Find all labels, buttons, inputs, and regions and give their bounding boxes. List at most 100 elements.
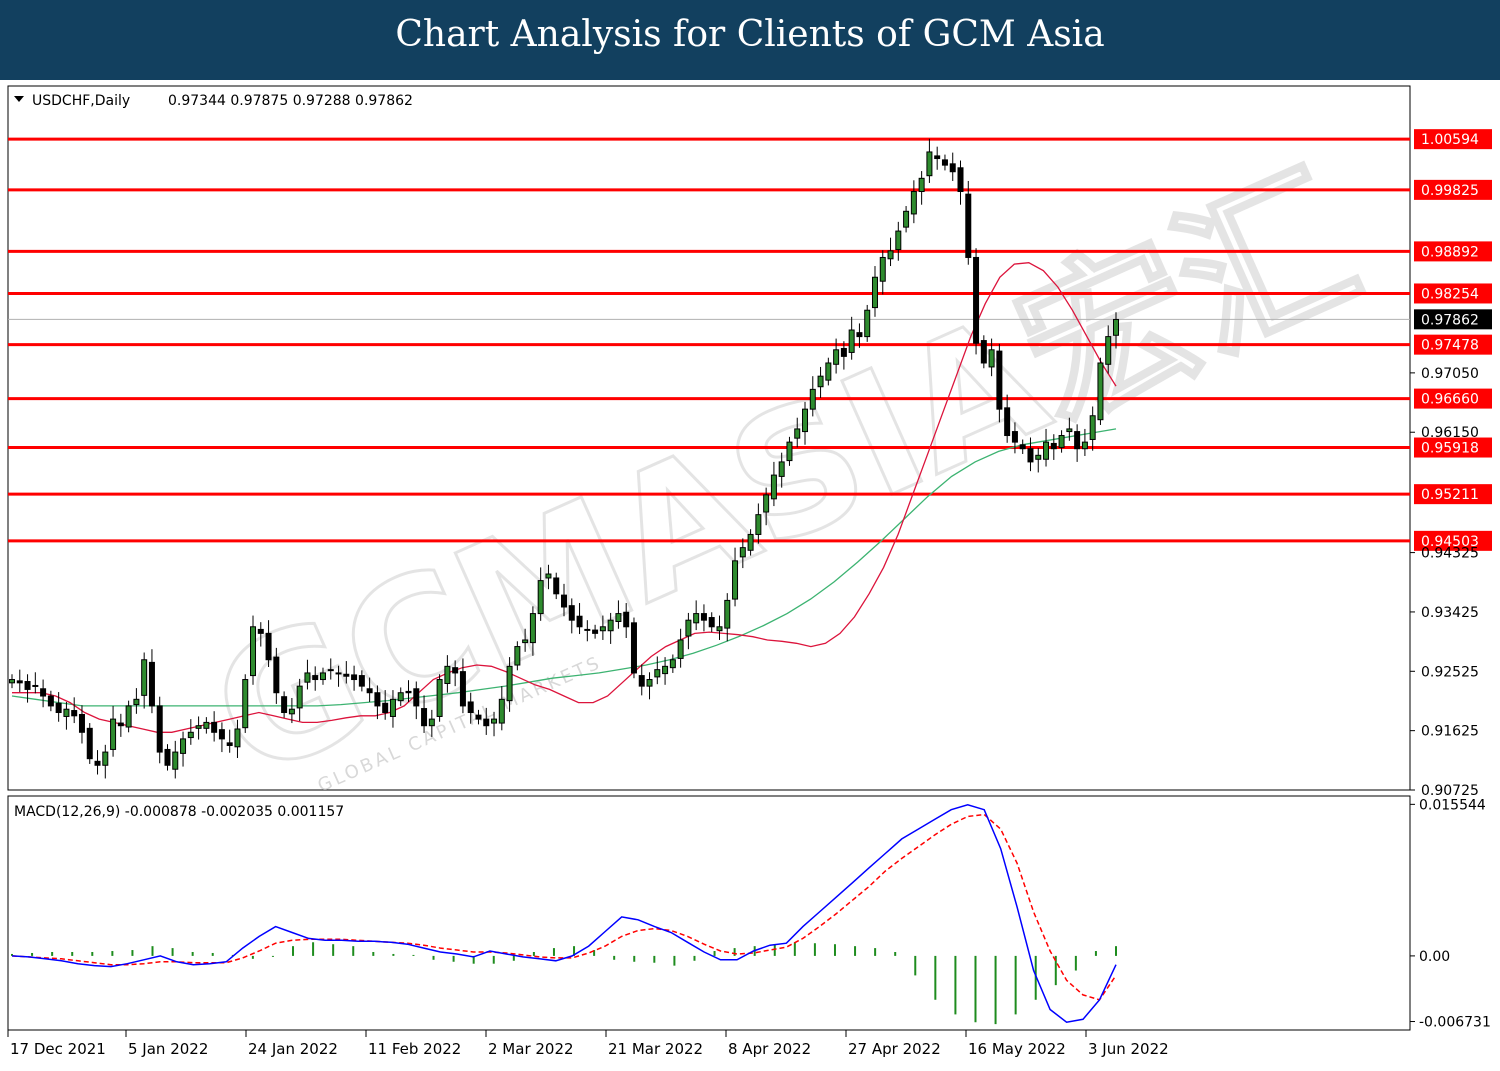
- candle: [1043, 428, 1050, 467]
- candle-body-up: [110, 718, 117, 750]
- candle-body-down: [840, 347, 847, 357]
- candle-body-up: [319, 672, 326, 681]
- candle: [732, 547, 739, 607]
- candle: [669, 654, 676, 673]
- candle: [195, 716, 202, 740]
- candle-body-up: [187, 731, 194, 739]
- candle-body-up: [514, 646, 521, 666]
- x-tick-label: 2 Mar 2022: [488, 1040, 574, 1058]
- candle: [506, 657, 513, 712]
- candle: [47, 690, 54, 712]
- candle: [335, 665, 342, 687]
- candle: [55, 692, 62, 722]
- candle-body-up: [755, 514, 762, 535]
- y-tick-label: 0.96150: [1421, 425, 1479, 441]
- candle-body-up: [724, 599, 731, 629]
- candle: [1027, 437, 1034, 472]
- candle-body-up: [1058, 435, 1065, 448]
- candle-body-up: [335, 672, 342, 675]
- candle-body-down: [561, 594, 567, 608]
- candle: [615, 600, 622, 629]
- candle-body-down: [996, 350, 1003, 410]
- candle-body-up: [444, 665, 451, 684]
- candle: [638, 664, 645, 696]
- candle-body-up: [529, 613, 536, 644]
- candle-body-down: [553, 577, 560, 595]
- level-price-tag-text: 1.00594: [1421, 132, 1479, 148]
- candle-body-down: [475, 714, 482, 720]
- candle: [413, 681, 420, 720]
- candle-body-up: [1043, 441, 1050, 460]
- candle: [584, 620, 591, 642]
- candle: [117, 713, 124, 737]
- candle: [498, 686, 505, 731]
- candle: [848, 316, 855, 360]
- candle-body-down: [24, 681, 31, 690]
- candle-body-down: [1050, 442, 1057, 450]
- candle-body-up: [910, 191, 917, 215]
- candle: [78, 705, 85, 744]
- candle: [693, 600, 700, 631]
- candle-body-up: [1035, 454, 1042, 460]
- candle-body-up: [848, 329, 855, 353]
- candle: [864, 304, 871, 342]
- candle: [576, 603, 583, 635]
- candle: [250, 615, 257, 685]
- candle-body-down: [32, 684, 39, 687]
- candle: [802, 401, 809, 445]
- candle-body-down: [71, 710, 78, 717]
- candle: [397, 687, 404, 706]
- horizontal-levels: [8, 137, 1410, 543]
- candle: [63, 701, 70, 730]
- candle-body-up: [397, 692, 404, 702]
- candle-body-down: [1011, 431, 1018, 443]
- candle: [965, 180, 972, 265]
- candle-body-up: [903, 210, 910, 228]
- candle-body-up: [615, 613, 622, 623]
- candle-body-up: [825, 362, 832, 381]
- candle-body-up: [871, 276, 878, 309]
- candle: [133, 688, 140, 714]
- macd-main-line: [11, 804, 1117, 1023]
- candle-body-up: [545, 573, 552, 579]
- candle-body-up: [654, 669, 661, 678]
- candle-body-up: [732, 560, 739, 600]
- candle-body-up: [242, 679, 249, 729]
- x-tick-label: 5 Jan 2022: [128, 1040, 208, 1058]
- candle: [879, 250, 886, 295]
- candle: [475, 709, 482, 725]
- candle-body-down: [47, 695, 54, 707]
- candle: [288, 698, 295, 724]
- candle: [918, 171, 925, 205]
- candle: [910, 180, 917, 224]
- candle-body-down: [700, 613, 707, 621]
- candle: [1074, 424, 1081, 462]
- candle-body-down: [78, 713, 85, 733]
- level-price-tag-text: 0.95918: [1421, 441, 1479, 457]
- candle: [1058, 430, 1065, 453]
- candle: [817, 366, 824, 398]
- candle: [234, 719, 241, 759]
- candle-body-down: [421, 708, 428, 727]
- candle-body-up: [677, 639, 684, 659]
- candle: [607, 612, 614, 644]
- candle: [1081, 428, 1088, 456]
- symbol-label: USDCHF,Daily: [32, 93, 130, 109]
- candle-body-up: [918, 177, 925, 193]
- candle: [724, 593, 731, 642]
- candle: [996, 343, 1003, 423]
- candle: [211, 711, 218, 742]
- candle: [327, 658, 334, 680]
- candle: [351, 665, 358, 691]
- candle-body-up: [522, 639, 529, 644]
- candle-body-up: [133, 698, 140, 706]
- candle-body-down: [973, 256, 980, 344]
- candle-body-up: [389, 698, 396, 717]
- candle-body-up: [809, 388, 816, 410]
- candle-body-down: [156, 705, 163, 753]
- dropdown-arrow-icon[interactable]: [14, 96, 24, 102]
- y-tick-label: 0.93425: [1421, 605, 1479, 621]
- candle-body-down: [452, 667, 459, 674]
- candle-body-down: [405, 690, 412, 694]
- candle-body-down: [358, 675, 365, 687]
